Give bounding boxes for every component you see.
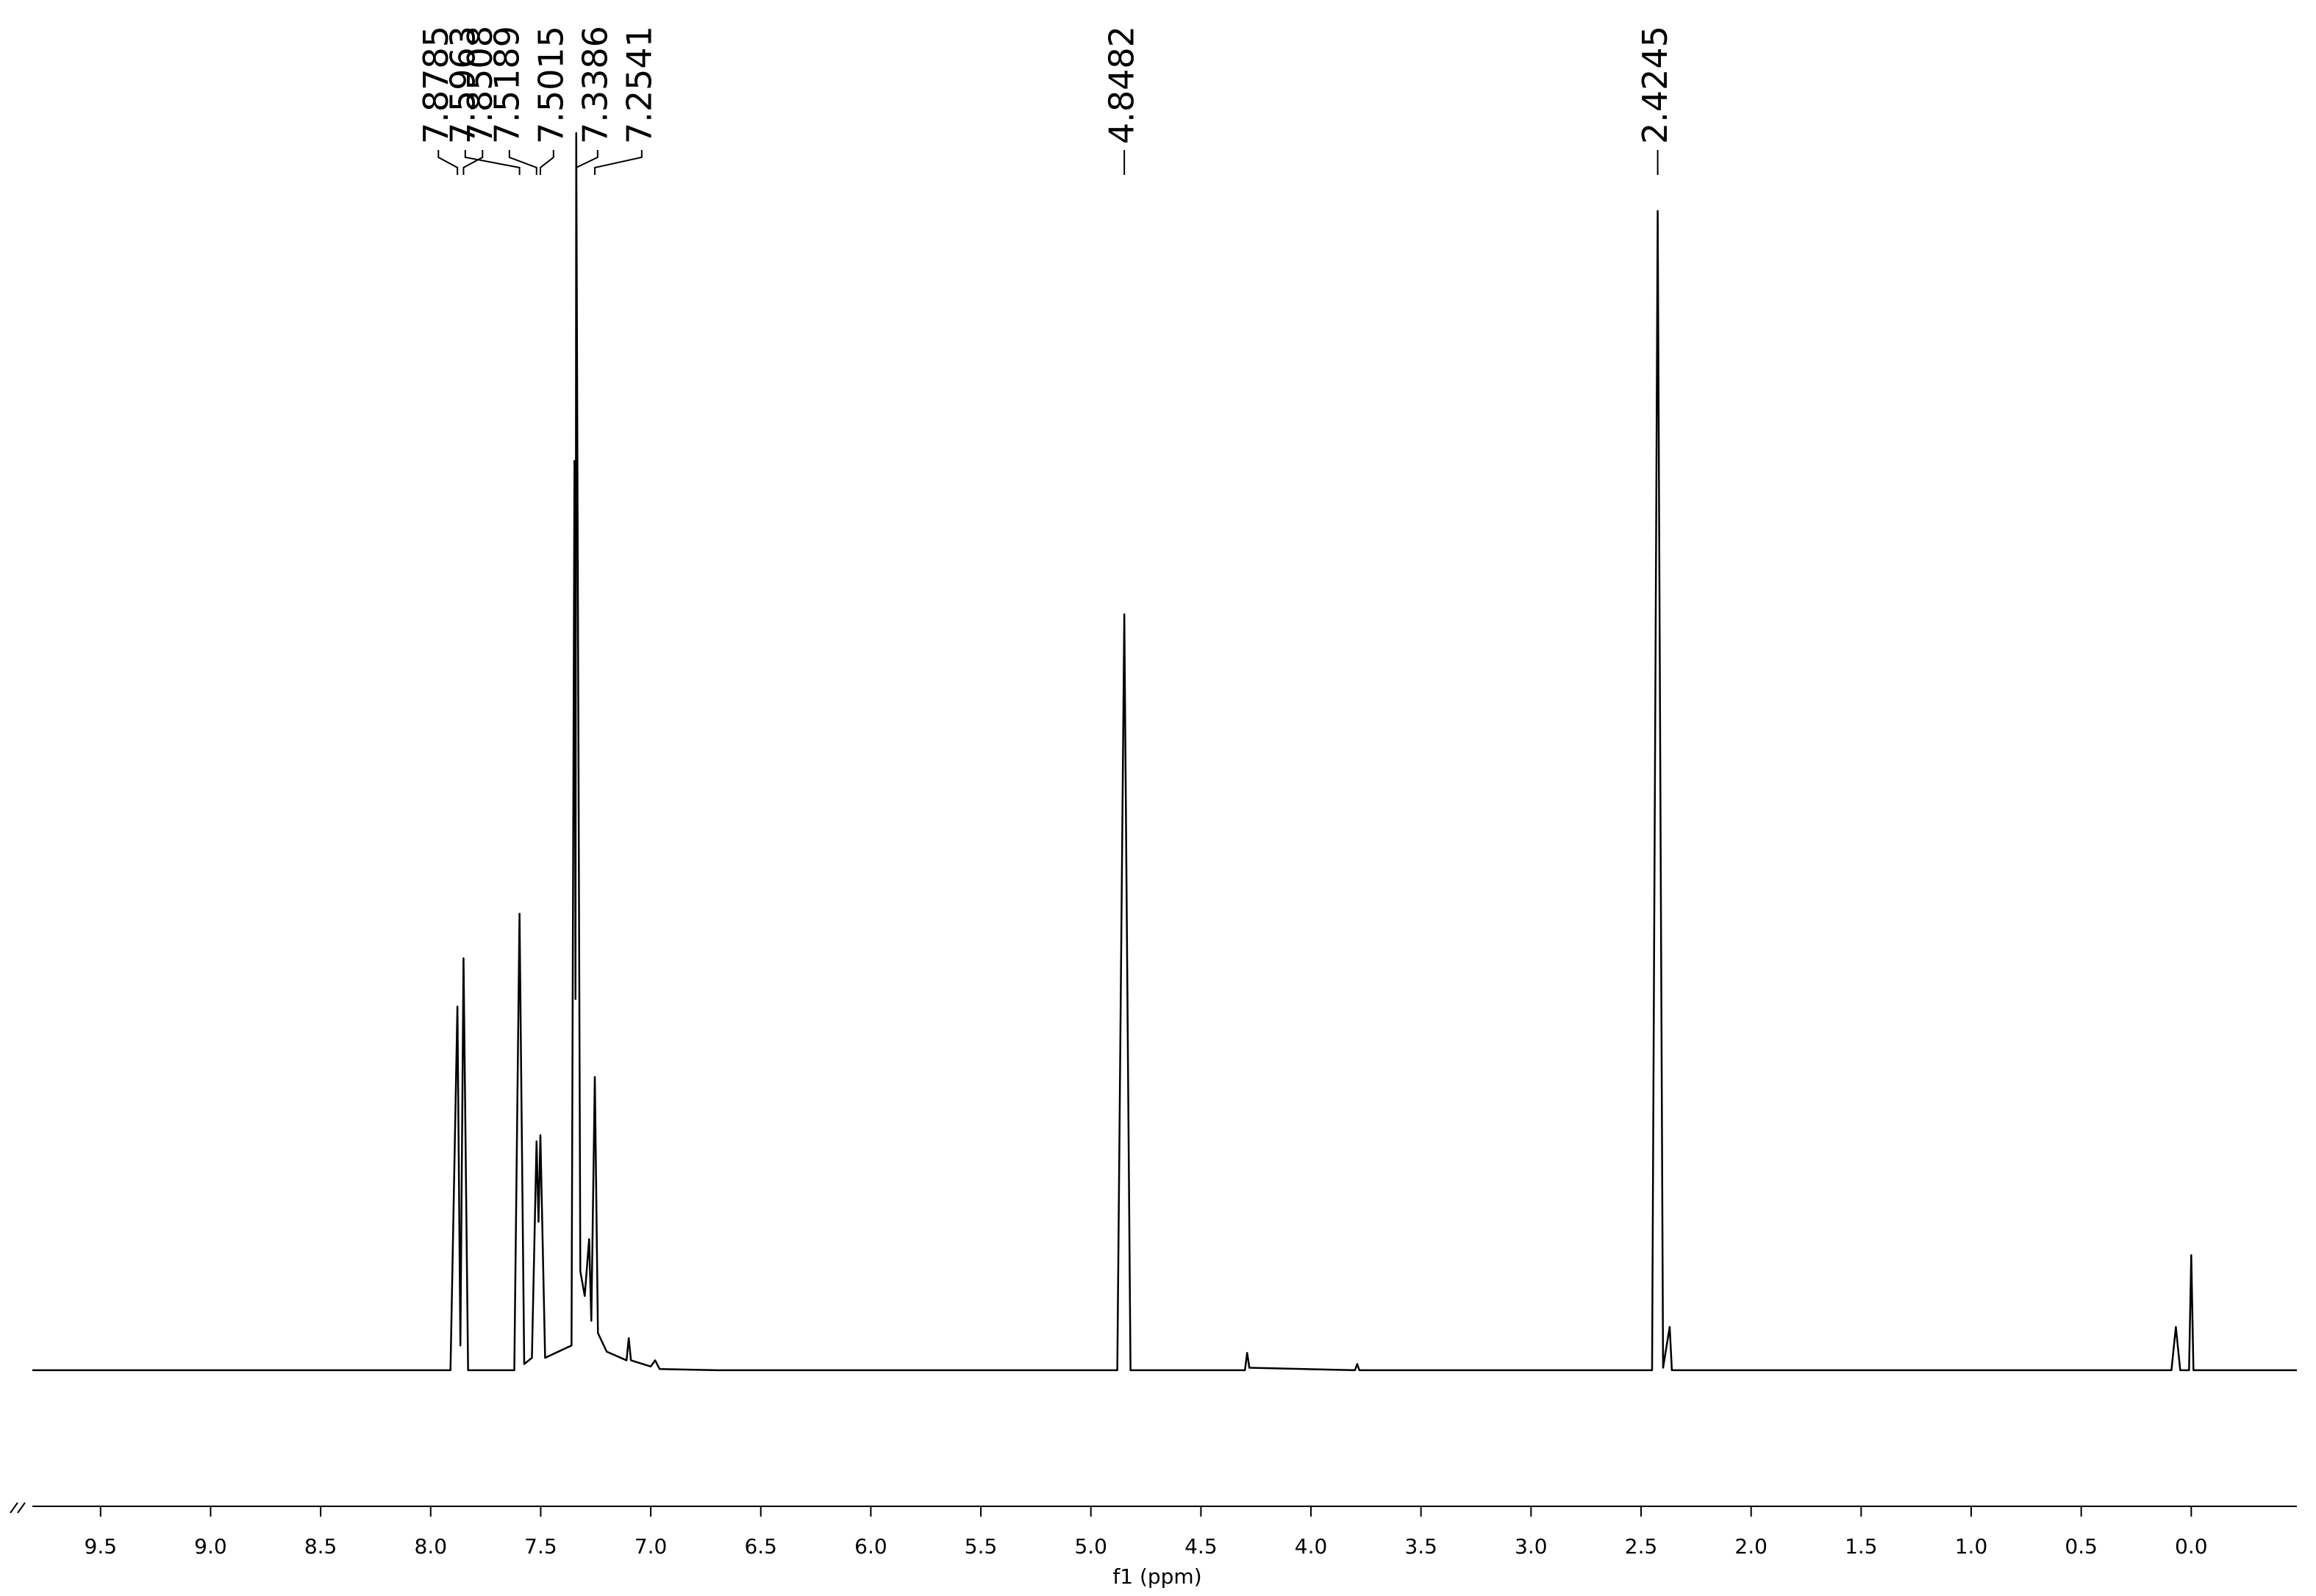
x-tick-label: 5.0 — [1074, 1534, 1107, 1559]
axis-break — [10, 1502, 26, 1514]
peak-label: 7.3386 — [575, 26, 615, 144]
x-tick-label: 0.5 — [2065, 1534, 2098, 1559]
peak-leader — [437, 150, 459, 175]
x-tick-label: 0.0 — [2175, 1534, 2208, 1559]
x-tick-label: 9.0 — [194, 1534, 227, 1559]
peak-label: 7.8785 — [416, 26, 456, 144]
x-tick-label: 7.0 — [635, 1534, 668, 1559]
peak-leader — [462, 150, 484, 175]
peak-label: 7.2541 — [619, 26, 659, 144]
x-tick-label: 4.0 — [1295, 1534, 1328, 1559]
peak-leader — [539, 150, 554, 175]
x-tick-label: 2.5 — [1625, 1534, 1658, 1559]
peak-label: 2.4245 — [1635, 26, 1675, 144]
x-tick-label: 7.5 — [524, 1534, 557, 1559]
x-tick-label: 3.0 — [1515, 1534, 1548, 1559]
peak-label: 7.8508 — [460, 26, 500, 144]
x-tick-label: 6.5 — [744, 1534, 777, 1559]
peak-label: 4.8482 — [1102, 26, 1142, 144]
x-tick-label: 8.0 — [415, 1534, 448, 1559]
axis-break-mark — [17, 1502, 26, 1514]
peak-label: 7.5015 — [531, 26, 571, 144]
x-tick-label: 3.5 — [1404, 1534, 1437, 1559]
x-tick-label: 1.5 — [1845, 1534, 1878, 1559]
peak-label: 7.5189 — [487, 26, 526, 144]
peak-label: 7.5963 — [443, 26, 482, 144]
x-tick-label: 1.0 — [1955, 1534, 1988, 1559]
x-tick-label: 4.5 — [1184, 1534, 1218, 1559]
x-tick-label: 5.5 — [965, 1534, 998, 1559]
x-tick-label: 9.5 — [85, 1534, 118, 1559]
x-tick-label: 6.0 — [854, 1534, 887, 1559]
peak-leader — [575, 150, 598, 175]
x-tick-label: 8.5 — [304, 1534, 337, 1559]
peak-leader — [464, 150, 521, 175]
x-axis-label: f1 (ppm) — [1112, 1564, 1201, 1589]
spectrum-line — [32, 132, 2297, 1372]
peak-leader — [508, 150, 537, 175]
x-tick-label: 2.0 — [1734, 1534, 1768, 1559]
peak-leader — [594, 150, 643, 175]
axis-break-mark — [10, 1502, 18, 1514]
